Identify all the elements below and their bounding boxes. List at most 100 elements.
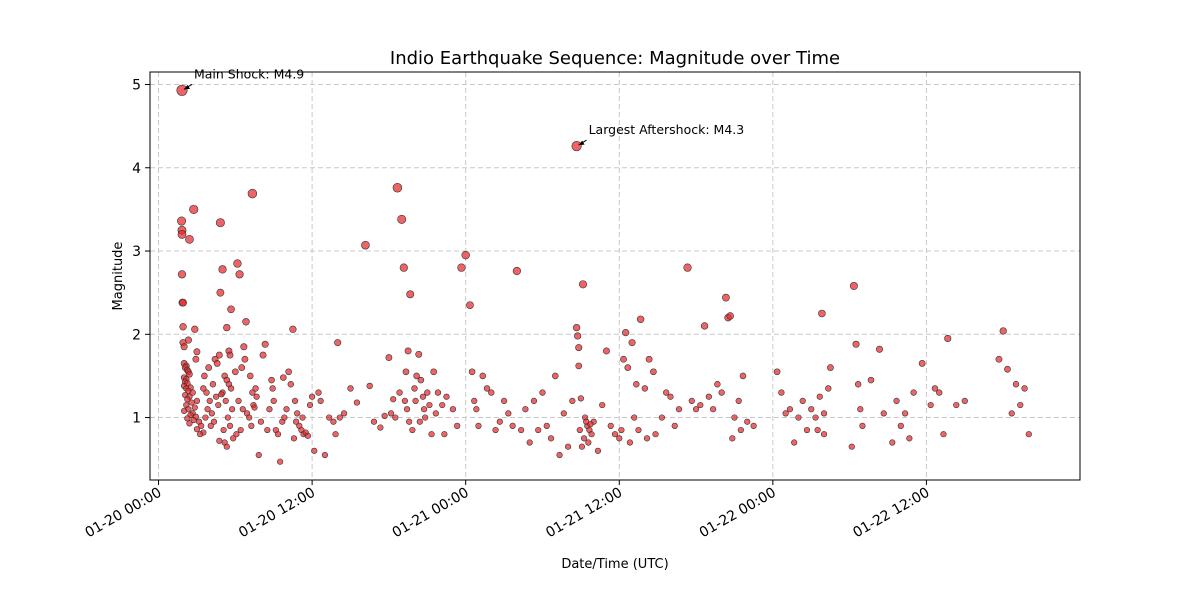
data-point bbox=[587, 421, 594, 428]
data-point bbox=[347, 385, 354, 392]
data-point bbox=[547, 435, 555, 442]
data-point bbox=[390, 396, 397, 403]
data-point bbox=[731, 414, 738, 421]
data-point bbox=[473, 406, 480, 413]
data-point bbox=[315, 389, 322, 396]
data-point bbox=[636, 315, 645, 324]
data-point bbox=[461, 250, 470, 260]
data-point bbox=[893, 397, 900, 404]
data-point bbox=[411, 385, 418, 392]
data-point bbox=[641, 385, 649, 392]
data-point bbox=[247, 188, 258, 199]
data-point bbox=[628, 339, 636, 347]
data-point bbox=[246, 372, 254, 380]
data-point bbox=[399, 263, 408, 272]
data-point bbox=[216, 288, 225, 297]
data-point bbox=[652, 431, 659, 438]
data-point bbox=[910, 389, 917, 396]
data-point bbox=[1004, 365, 1011, 373]
data-point bbox=[622, 329, 630, 337]
x-axis-label: Date/Time (UTC) bbox=[561, 557, 668, 572]
data-point bbox=[577, 395, 584, 402]
data-point bbox=[574, 332, 582, 340]
data-point bbox=[735, 397, 742, 404]
data-point bbox=[483, 385, 491, 392]
data-point bbox=[663, 389, 670, 396]
data-point bbox=[419, 393, 427, 400]
data-point bbox=[238, 364, 246, 371]
data-point bbox=[889, 439, 896, 446]
data-point bbox=[270, 397, 277, 404]
y-tick-label: 1 bbox=[132, 411, 141, 427]
y-tick-label: 2 bbox=[132, 327, 141, 343]
data-point bbox=[931, 385, 939, 392]
data-point bbox=[422, 414, 429, 421]
data-point bbox=[999, 327, 1007, 335]
data-point bbox=[206, 397, 213, 404]
y-tick-label: 5 bbox=[132, 77, 141, 93]
data-point bbox=[184, 396, 191, 403]
data-point bbox=[229, 406, 236, 413]
data-point bbox=[522, 406, 529, 413]
data-point bbox=[235, 270, 244, 279]
data-point bbox=[509, 422, 516, 429]
data-point bbox=[530, 397, 538, 404]
data-point bbox=[901, 410, 909, 417]
data-point bbox=[321, 451, 329, 459]
data-point bbox=[643, 435, 651, 442]
data-point bbox=[218, 391, 225, 398]
annotation-arrowhead bbox=[578, 140, 585, 146]
data-point bbox=[658, 414, 666, 421]
data-point bbox=[492, 426, 499, 434]
y-tick-label: 4 bbox=[132, 161, 141, 177]
data-point bbox=[726, 312, 734, 320]
data-point bbox=[799, 397, 806, 404]
data-point bbox=[200, 385, 207, 392]
data-point bbox=[180, 343, 188, 351]
data-point bbox=[729, 435, 736, 442]
data-point bbox=[280, 374, 287, 381]
data-point bbox=[927, 401, 934, 409]
data-point bbox=[387, 410, 395, 417]
data-point bbox=[203, 389, 210, 396]
data-point bbox=[290, 435, 298, 442]
annotations: Main Shock: M4.9 Largest Aftershock: M4.3 bbox=[183, 66, 744, 146]
data-point bbox=[415, 350, 423, 358]
data-point bbox=[688, 397, 695, 404]
data-point bbox=[579, 280, 587, 289]
data-point bbox=[471, 397, 478, 404]
data-point bbox=[220, 426, 227, 434]
data-point bbox=[222, 397, 229, 404]
data-point bbox=[457, 263, 466, 272]
data-point bbox=[233, 259, 242, 268]
data-point bbox=[417, 376, 425, 384]
data-point bbox=[633, 381, 640, 388]
data-point bbox=[576, 426, 583, 434]
data-point bbox=[198, 422, 205, 429]
data-point bbox=[291, 397, 299, 404]
data-point bbox=[269, 385, 276, 392]
data-point bbox=[552, 372, 559, 380]
data-point bbox=[181, 407, 188, 414]
data-point bbox=[575, 362, 583, 370]
data-point bbox=[215, 401, 222, 409]
data-point bbox=[268, 376, 275, 384]
data-point bbox=[361, 240, 370, 250]
data-point bbox=[293, 418, 300, 425]
data-point bbox=[210, 418, 218, 425]
data-point bbox=[607, 422, 614, 429]
data-point bbox=[264, 426, 271, 434]
data-point bbox=[432, 410, 439, 417]
data-point bbox=[409, 426, 416, 434]
data-point bbox=[227, 385, 235, 392]
data-point bbox=[208, 410, 215, 417]
data-point bbox=[396, 389, 403, 396]
data-point bbox=[177, 229, 187, 239]
data-point bbox=[611, 431, 619, 438]
data-point bbox=[944, 334, 952, 343]
data-point bbox=[543, 422, 550, 429]
data-point bbox=[257, 418, 265, 425]
data-point bbox=[700, 322, 709, 330]
chart-title: Indio Earthquake Sequence: Magnitude ove… bbox=[390, 48, 840, 69]
data-point bbox=[816, 393, 823, 400]
